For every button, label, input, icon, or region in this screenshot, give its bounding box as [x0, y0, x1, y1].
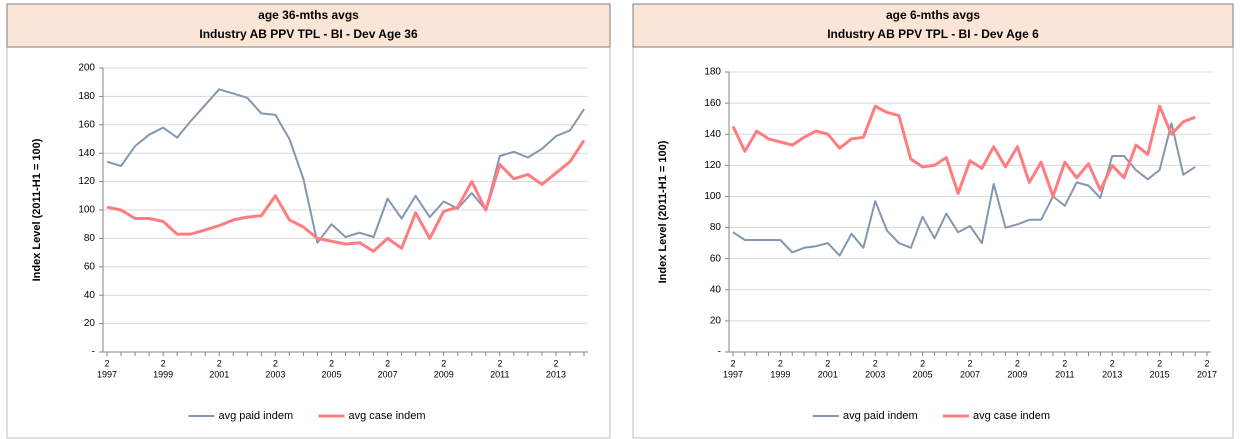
x-tick-label: 1999 — [770, 369, 790, 379]
y-tick-label: 60 — [710, 253, 722, 264]
y-tick-label: 160 — [704, 98, 721, 109]
chart-subtitle: Industry AB PPV TPL - BI - Dev Age 6 — [827, 27, 1039, 41]
x-tick-label: 2 — [104, 358, 109, 368]
x-tick-label: 2 — [1204, 358, 1209, 368]
x-tick-label: 1997 — [97, 369, 117, 379]
y-tick-label: 100 — [78, 205, 95, 216]
y-tick-label: 140 — [704, 129, 721, 140]
legend-label: avg paid indem — [843, 410, 918, 422]
y-axis-label: Index Level (2011-H1 = 100) — [31, 138, 43, 281]
chart-title: age 6-mths avgs — [886, 8, 980, 22]
x-tick-label: 2017 — [1197, 369, 1217, 379]
y-tick-label: 120 — [704, 160, 721, 171]
x-tick-label: 2 — [217, 358, 222, 368]
x-tick-label: 2 — [385, 358, 390, 368]
series-line — [732, 122, 1196, 257]
y-axis-label: Index Level (2011-H1 = 100) — [657, 140, 669, 283]
x-tick-label: 2 — [553, 358, 558, 368]
x-tick-label: 2 — [825, 358, 830, 368]
x-tick-label: 2007 — [378, 369, 398, 379]
x-tick-label: 2015 — [1150, 369, 1170, 379]
x-tick-label: 2 — [329, 358, 334, 368]
y-tick-label: 40 — [84, 290, 96, 301]
x-tick-label: 1997 — [723, 369, 743, 379]
x-tick-label: 2011 — [1055, 369, 1074, 379]
x-tick-label: 2003 — [265, 369, 285, 379]
x-tick-label: 2 — [873, 358, 878, 368]
x-tick-label: 2009 — [1007, 369, 1027, 379]
x-tick-label: 2 — [1062, 358, 1067, 368]
x-tick-label: 2005 — [321, 369, 341, 379]
x-tick-label: 2 — [161, 358, 166, 368]
panel-frame — [6, 3, 611, 439]
y-tick-label: 180 — [78, 91, 95, 102]
y-tick-label: 20 — [710, 316, 722, 327]
y-tick-label: 80 — [710, 222, 722, 233]
series-line — [106, 139, 586, 253]
header-box — [632, 3, 1234, 48]
x-tick-label: 2 — [497, 358, 502, 368]
header-box — [6, 3, 611, 48]
x-tick-label: 2001 — [818, 369, 838, 379]
x-tick-label: 2001 — [209, 369, 229, 379]
y-tick-label: - — [718, 347, 721, 358]
y-tick-label: 40 — [710, 284, 722, 295]
x-tick-label: 2 — [1157, 358, 1162, 368]
chart-subtitle: Industry AB PPV TPL - BI - Dev Age 36 — [199, 27, 418, 41]
x-tick-label: 2009 — [434, 369, 454, 379]
x-tick-label: 2 — [273, 358, 278, 368]
x-tick-label: 2005 — [913, 369, 933, 379]
x-tick-label: 2 — [967, 358, 972, 368]
y-tick-label: 180 — [704, 67, 721, 78]
y-tick-label: 140 — [78, 148, 95, 159]
legend-label: avg case indem — [349, 410, 426, 422]
y-tick-label: - — [92, 347, 95, 358]
legend-label: avg case indem — [973, 410, 1050, 422]
y-tick-label: 100 — [704, 191, 721, 202]
x-tick-label: 2 — [778, 358, 783, 368]
series-line — [731, 104, 1196, 198]
legend-label: avg paid indem — [219, 410, 294, 422]
y-tick-label: 160 — [78, 119, 95, 130]
chart-title: age 36-mths avgs — [258, 8, 359, 22]
y-tick-label: 20 — [84, 318, 96, 329]
y-tick-label: 200 — [78, 63, 95, 74]
x-tick-label: 2013 — [546, 369, 566, 379]
x-tick-label: 2 — [441, 358, 446, 368]
x-tick-label: 2011 — [490, 369, 509, 379]
x-tick-label: 2003 — [865, 369, 885, 379]
series-line — [106, 88, 585, 244]
x-tick-label: 2007 — [960, 369, 980, 379]
y-tick-label: 80 — [84, 233, 96, 244]
x-tick-label: 1999 — [153, 369, 173, 379]
x-tick-label: 2 — [1110, 358, 1115, 368]
x-tick-label: 2 — [920, 358, 925, 368]
y-tick-label: 120 — [78, 176, 95, 187]
x-tick-label: 2 — [730, 358, 735, 368]
y-tick-label: 60 — [84, 261, 96, 272]
x-tick-label: 2013 — [1102, 369, 1122, 379]
x-tick-label: 2 — [1015, 358, 1020, 368]
